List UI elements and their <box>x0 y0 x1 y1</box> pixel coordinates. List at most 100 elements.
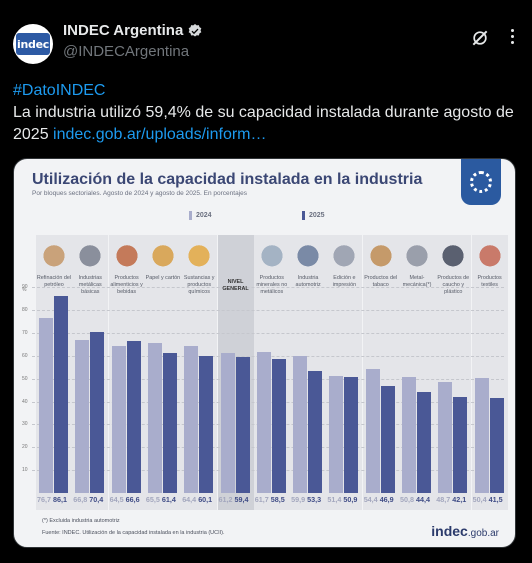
y-tick-label: 80 <box>22 307 28 314</box>
data-label-2025: 70,4 <box>89 495 104 504</box>
legend-label-2024: 2024 <box>196 212 212 219</box>
more-options-icon[interactable] <box>500 26 524 46</box>
author-avatar[interactable]: indec <box>13 24 53 64</box>
data-label-2024: 61,7 <box>254 495 269 504</box>
data-label-2024: 64,4 <box>182 495 197 504</box>
logo-main: indec <box>431 523 468 539</box>
verified-badge-icon <box>188 23 202 37</box>
data-label-2025: 60,1 <box>198 495 213 504</box>
category-label: Industrias metálicas básicas <box>78 275 102 295</box>
category-label: Metal-mecánica(*) <box>402 275 432 288</box>
bar-2024 <box>147 343 162 493</box>
bar-2024 <box>75 340 90 493</box>
bar-2024 <box>365 368 380 493</box>
category-illustration-icon <box>473 239 506 267</box>
bar-2025 <box>90 332 105 493</box>
gear-icon <box>470 171 492 193</box>
y-tick-label: 10 <box>22 467 28 474</box>
bar-2025 <box>453 396 468 493</box>
data-label-2024: 64,5 <box>109 495 124 504</box>
legend-swatch-2024 <box>189 211 192 220</box>
grid-line <box>32 310 504 312</box>
category-illustration-icon <box>255 239 288 267</box>
category-label: Productos minerales no metálicos <box>256 275 288 295</box>
y-axis-unit: % <box>22 287 27 293</box>
tweet-url-link[interactable]: indec.gob.ar/uploads/inform… <box>53 126 267 143</box>
category-illustration-icon <box>38 239 70 267</box>
data-label-2025: 58,5 <box>270 495 285 504</box>
category-label: NIVEL GENERAL <box>222 279 249 292</box>
author-name[interactable]: INDEC Argentina <box>63 22 184 39</box>
grid-line <box>32 333 504 334</box>
y-tick-label: 70 <box>22 330 28 336</box>
author-handle[interactable]: @INDECArgentina <box>63 43 190 60</box>
legend-label-2025: 2025 <box>309 212 325 219</box>
bar-2024 <box>220 353 235 493</box>
tweet-image-card[interactable]: Utilización de la capacidad instalada en… <box>13 158 516 548</box>
category-label: Papel y cartón <box>145 275 181 281</box>
bar-2024 <box>184 345 199 493</box>
bar-2024 <box>402 376 416 493</box>
bar-2024 <box>293 356 308 493</box>
bar-2025 <box>380 385 395 493</box>
category-label: Refinación del petróleo <box>36 275 72 288</box>
avatar-logo-text: indec <box>16 33 50 55</box>
data-label-2025: 86,1 <box>53 495 67 504</box>
tweet-text: #DatoINDEC La industria utilizó 59,4% de… <box>13 80 518 146</box>
data-label-2025: 46,9 <box>379 495 394 504</box>
category-illustration-icon <box>74 239 107 267</box>
y-tick-label: 50 <box>22 375 28 382</box>
bar-2024 <box>256 351 271 493</box>
category-label: Edición e impresión <box>332 275 357 288</box>
author-block: INDEC Argentina @INDECArgentina <box>63 22 203 60</box>
category-label: Productos textiles <box>477 275 502 288</box>
y-tick-label: 60 <box>22 352 28 359</box>
chart-source: Fuente: INDEC. Utilización de la capacid… <box>42 530 225 536</box>
grid-line <box>32 287 504 289</box>
bar-2025 <box>162 352 177 493</box>
data-label-2024: 50,8 <box>400 495 414 504</box>
author-name-row[interactable]: INDEC Argentina <box>63 22 203 39</box>
category-illustration-icon <box>364 239 397 267</box>
bar-2025 <box>54 296 68 493</box>
data-label-2024: 76,7 <box>37 495 51 504</box>
category-illustration-icon <box>183 239 216 267</box>
bar-2025 <box>271 359 286 493</box>
data-label-2024: 61,2 <box>218 495 233 504</box>
data-label-2024: 54,4 <box>363 495 378 504</box>
category-illustration-icon <box>292 239 325 267</box>
data-label-2025: 44,4 <box>416 495 430 504</box>
data-label-2025: 41,5 <box>488 495 503 504</box>
bar-2024 <box>111 345 126 493</box>
data-label-2024: 59,9 <box>291 495 306 504</box>
y-tick-label: 30 <box>22 421 28 428</box>
bar-2025 <box>344 376 359 493</box>
bar-2025 <box>199 355 214 493</box>
category-label: Productos alimenticios y bebidas <box>110 275 143 295</box>
data-label-2025: 42,1 <box>452 495 467 504</box>
bar-2025 <box>417 391 431 493</box>
grok-icon[interactable] <box>470 28 490 48</box>
data-label-2025: 53,3 <box>307 495 322 504</box>
bar-2025 <box>235 357 250 493</box>
data-label-2025: 50,9 <box>343 495 358 504</box>
chart-subtitle: Por bloques sectoriales. Agosto de 2024 … <box>32 190 248 197</box>
legend-2025: 2025 <box>302 211 325 220</box>
bar-2024 <box>474 377 489 493</box>
hashtag-link[interactable]: #DatoINDEC <box>13 82 106 99</box>
category-illustration-icon <box>401 239 433 267</box>
chart-title: Utilización de la capacidad instalada en… <box>32 171 423 188</box>
bar-2025 <box>489 398 504 493</box>
indec-logo: indec.gob.ar <box>431 523 499 539</box>
y-tick-label: 40 <box>22 398 28 405</box>
y-tick-label: 90 <box>22 284 28 291</box>
legend-2024: 2024 <box>189 211 212 220</box>
bar-2024 <box>39 317 53 493</box>
category-illustration-icon <box>328 239 361 267</box>
bar-2024 <box>329 375 344 493</box>
category-illustration-icon <box>146 239 179 267</box>
category-label: Productos de caucho y plástico <box>437 275 470 295</box>
chart-footnote: (*) Excluida industria automotriz <box>42 518 120 524</box>
category-label: Industria automotriz <box>295 275 321 288</box>
data-label-2025: 59,4 <box>234 495 249 504</box>
